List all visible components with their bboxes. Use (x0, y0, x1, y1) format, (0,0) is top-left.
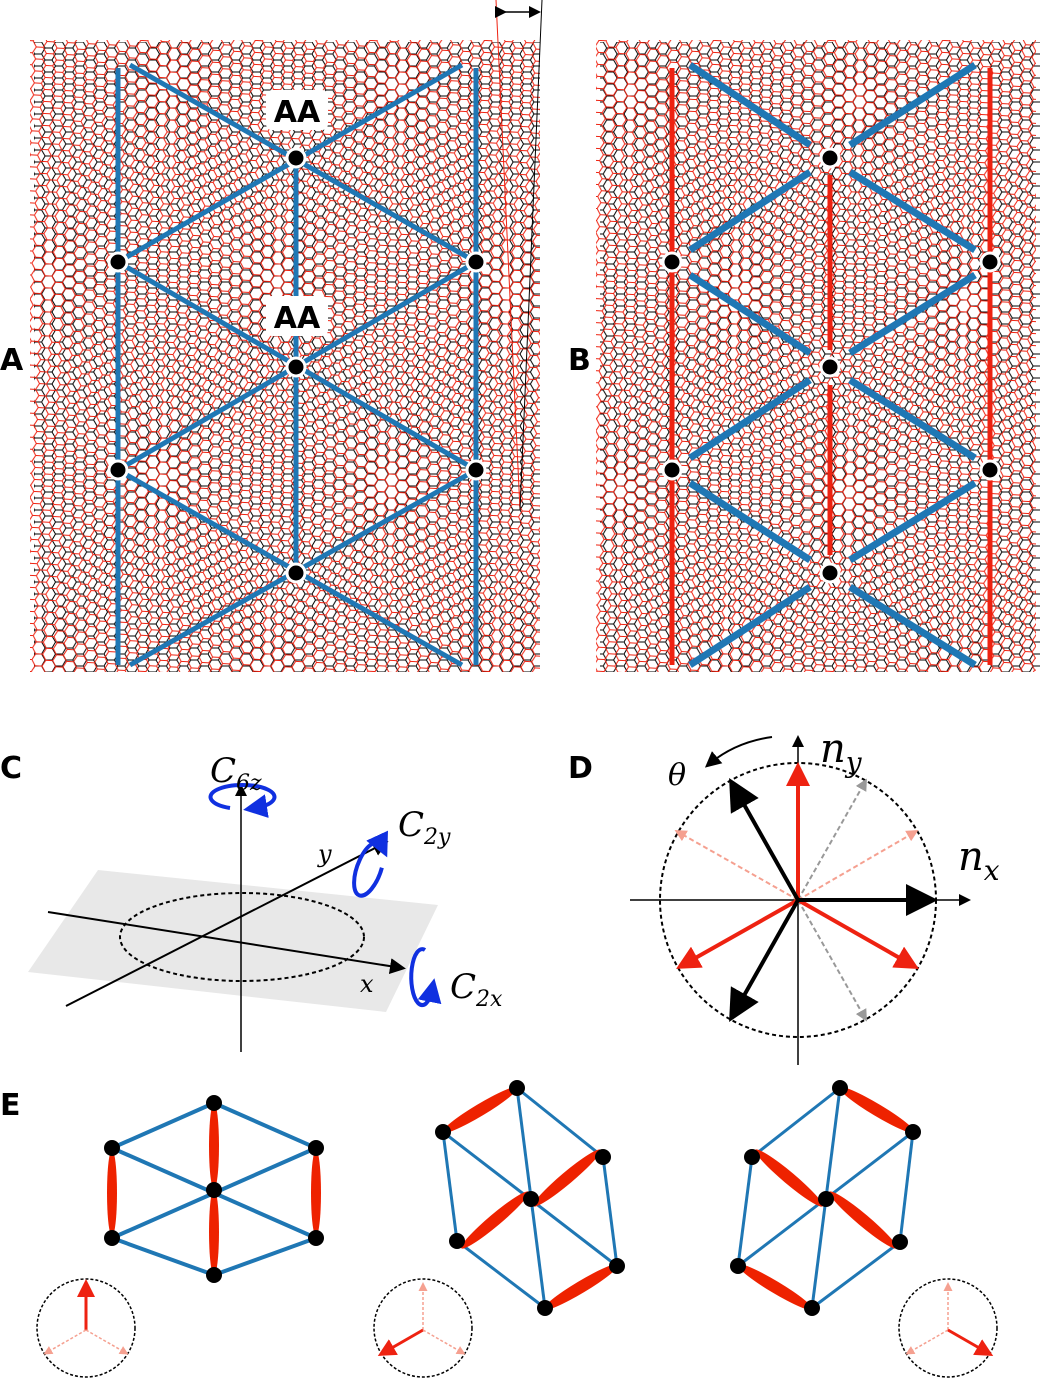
panel-e: E (0, 1080, 998, 1378)
x-axis (47, 911, 406, 975)
y-axis (65, 841, 389, 1007)
c6z-rotation-icon (208, 782, 277, 818)
c2y-rotation-icon (352, 830, 388, 898)
y-axis-label: y (317, 840, 332, 868)
rotation-arrow (704, 736, 773, 768)
cluster-2 (435, 1080, 625, 1316)
inset-3 (898, 1278, 998, 1378)
red-walls-b (669, 68, 993, 665)
panel-label-d: D (568, 751, 593, 786)
x-axis-label: x (360, 970, 374, 998)
theta-label: θ (668, 758, 686, 793)
aa-nodes-a (107, 147, 487, 584)
panel-b: B (568, 40, 1040, 672)
dashed-circle (119, 892, 365, 982)
panel-c: C C6z C2y C2x y x (0, 751, 503, 1052)
panel-label-a: A (0, 343, 24, 378)
c2x-label: C2x (450, 967, 503, 1012)
twist-ref-red (495, 0, 521, 511)
panel-label-b: B (568, 343, 591, 378)
order-vectors (676, 762, 938, 1022)
cluster-1 (104, 1095, 324, 1283)
c6z-label: C6z (210, 751, 262, 796)
c2y-label: C2y (398, 805, 451, 850)
lattice-red (596, 40, 1036, 672)
panel-d: D θ ny nx (568, 726, 1000, 1065)
c2x-rotation-icon (409, 947, 442, 1008)
panel-a: A AA AA (0, 0, 543, 672)
aa-nodes-b (661, 147, 1001, 584)
cluster-3 (730, 1080, 921, 1316)
aa-label: AA (274, 301, 321, 336)
panel-label-e: E (0, 1088, 21, 1123)
faded-vectors (674, 778, 919, 1022)
panel-label-c: C (0, 751, 22, 786)
blue-walls-b (688, 62, 977, 668)
nx-label: nx (958, 834, 1000, 887)
ny-label: ny (820, 726, 863, 779)
aa-label: AA (274, 95, 321, 130)
inset-2 (373, 1278, 473, 1378)
twist-ref-black (519, 0, 543, 511)
inset-1 (36, 1278, 136, 1378)
